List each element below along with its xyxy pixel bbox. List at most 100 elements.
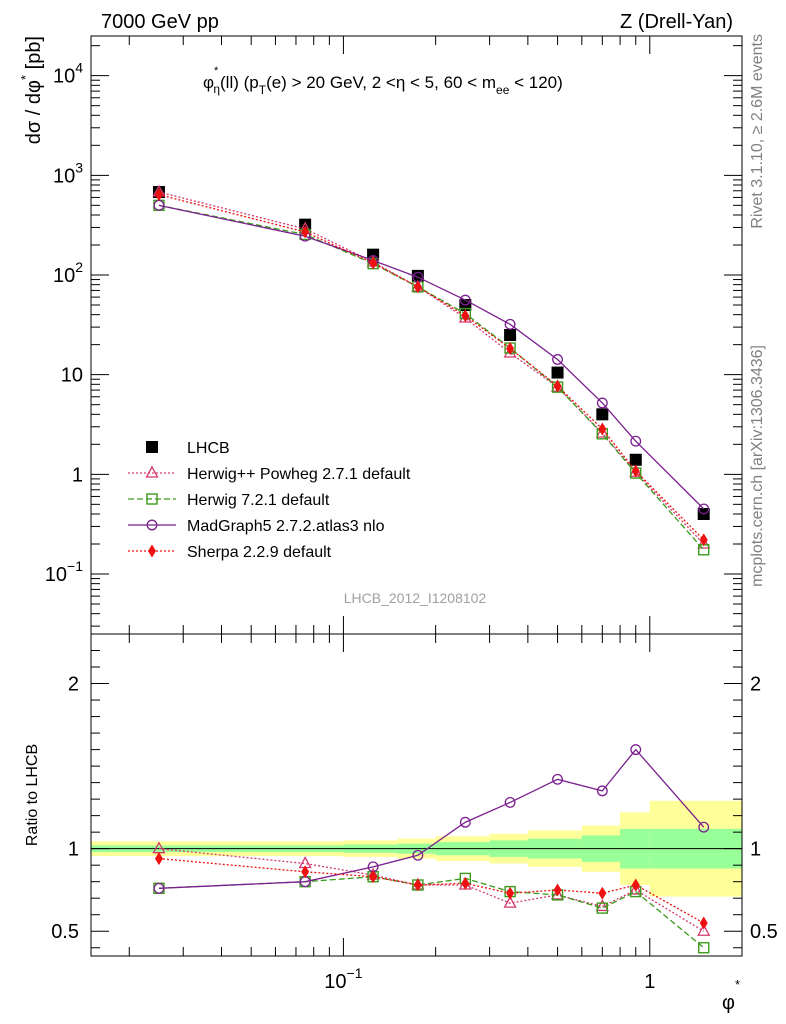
ratio-point-3-7 xyxy=(598,886,607,900)
main-point-0-7 xyxy=(596,408,609,421)
main-point-3-4 xyxy=(459,294,471,306)
main-point-3-7 xyxy=(596,397,608,409)
main-ytick-label-2: 10 xyxy=(61,365,83,387)
legend-label-3: MadGraph5 2.7.2.atlas3 nlo xyxy=(187,518,385,535)
ytick-base: 10 xyxy=(61,365,83,387)
legend-marker-2 xyxy=(146,493,158,505)
ratio-panel-frame xyxy=(90,633,743,957)
ratio-line-1 xyxy=(158,876,705,949)
ratio-point-2-6 xyxy=(552,773,564,785)
main-point-1-9 xyxy=(697,536,711,549)
ratio-line-0 xyxy=(158,848,705,932)
ratio-point-2-7 xyxy=(596,785,608,797)
ratio-point-3-4 xyxy=(461,876,470,890)
ratio-point-2-3 xyxy=(412,849,424,861)
header-right: Z (Drell-Yan) xyxy=(620,11,733,33)
legend-label-4: Sherpa 2.2.9 default xyxy=(187,544,332,561)
main-point-4-1 xyxy=(301,225,310,239)
ytick-base: 1 xyxy=(72,464,83,486)
main-ytick-label-4: 103 xyxy=(53,159,83,187)
xtick-base: 1 xyxy=(644,971,655,993)
ratio-series-group xyxy=(152,744,711,954)
legend-label-2: Herwig 7.2.1 default xyxy=(187,492,330,509)
ratio-ytick-label-left-1: 1 xyxy=(68,839,79,861)
ylabel-main: dσ / dφ xyxy=(23,80,45,144)
x-tick-labels: 10−1 1 xyxy=(324,965,655,993)
xtick-base: 10 xyxy=(324,971,346,993)
title-part-c: < 120) xyxy=(509,73,562,92)
header-left: 7000 GeV pp xyxy=(101,11,219,33)
ratio-point-2-0 xyxy=(153,882,165,894)
ratio-point-3-9 xyxy=(699,916,708,930)
main-point-4-8 xyxy=(631,464,640,478)
ratio-point-0-5 xyxy=(503,895,517,908)
ratio-ylabel: Ratio to LHCB xyxy=(24,744,41,846)
main-point-4-7 xyxy=(598,422,607,436)
main-point-0-5 xyxy=(504,329,517,341)
title-t-sub: T xyxy=(259,83,267,97)
ytick-base: 10 xyxy=(53,66,75,88)
main-line-2 xyxy=(158,204,705,551)
main-line-1 xyxy=(158,191,705,545)
main-point-4-6 xyxy=(553,379,562,393)
ratio-point-2-8 xyxy=(630,744,642,756)
ratio-point-3-5 xyxy=(506,886,515,900)
main-point-4-5 xyxy=(506,342,515,356)
legend-marker-3 xyxy=(146,519,158,531)
xtick-exponent: −1 xyxy=(347,965,363,981)
ratio-point-3-0 xyxy=(154,852,163,866)
main-point-4-9 xyxy=(699,533,708,547)
legend-marker-1 xyxy=(145,465,159,478)
ratio-point-3-3 xyxy=(413,878,422,892)
ratio-point-1-9 xyxy=(698,942,710,954)
ratio-ytick-label-left-0: 0.5 xyxy=(51,921,79,943)
ratio-point-2-2 xyxy=(367,861,379,873)
title-part-b: (e) > 20 GeV, 2 <η < 5, 60 < m xyxy=(266,73,496,92)
ratio-ytick-label-right-0: 0.5 xyxy=(750,921,778,943)
ratio-ytick-label-left-2: 2 xyxy=(68,674,79,696)
ratio-point-3-8 xyxy=(631,878,640,892)
main-point-1-5 xyxy=(503,345,517,358)
ratio-ytick-label-right-1: 1 xyxy=(750,839,761,861)
ytick-exponent: 3 xyxy=(75,159,83,175)
legend-marker-0 xyxy=(146,441,158,453)
ytick-base: 10 xyxy=(53,265,75,287)
ylabel-unit: [pb] xyxy=(23,36,45,75)
main-point-3-5 xyxy=(504,318,516,330)
main-point-4-2 xyxy=(369,256,378,270)
rivet-label: Rivet 3.1.10, ≥ 2.6M events xyxy=(749,34,766,229)
title-ee-sub: ee xyxy=(496,83,510,97)
ratio-point-2-4 xyxy=(459,816,471,828)
legend-label-0: LHCB xyxy=(187,440,230,457)
main-point-4-4 xyxy=(461,309,470,323)
main-point-3-8 xyxy=(630,435,642,447)
title-star: * xyxy=(214,65,219,77)
main-ytick-label-5: 104 xyxy=(53,60,83,88)
ratio-line-3 xyxy=(158,857,705,924)
ratio-point-1-7 xyxy=(596,902,609,914)
ytick-exponent: 2 xyxy=(75,259,83,275)
main-title: φ* η(ll) (pT(e) > 20 GeV, 2 <η < 5, 60 < … xyxy=(203,65,563,97)
ratio-point-2-1 xyxy=(299,876,311,888)
main-ytick-label-0: 10−1 xyxy=(45,558,83,586)
ratio-point-3-6 xyxy=(553,883,562,897)
axis-ticks xyxy=(91,36,743,956)
ytick-base: 10 xyxy=(53,165,75,187)
ratio-ytick-label-right-2: 2 xyxy=(750,674,761,696)
ratio-point-0-6 xyxy=(550,887,565,900)
main-point-0-8 xyxy=(629,453,642,466)
ratio-point-0-7 xyxy=(595,899,609,912)
main-ytick-label-3: 102 xyxy=(53,259,83,287)
ratio-point-2-9 xyxy=(698,821,710,833)
watermark: LHCB_2012_I1208102 xyxy=(344,590,487,606)
main-line-3 xyxy=(158,204,705,510)
main-ylabel: dσ / dφ* [pb] xyxy=(18,36,45,144)
main-point-3-0 xyxy=(153,199,165,211)
xtick-label-0: 10−1 xyxy=(324,965,362,993)
ratio-point-0-9 xyxy=(697,923,711,936)
ylabel-star: * xyxy=(18,75,33,80)
ytick-exponent: 4 xyxy=(75,60,83,76)
ratio-point-2-5 xyxy=(504,796,516,808)
main-line-4 xyxy=(158,194,705,541)
